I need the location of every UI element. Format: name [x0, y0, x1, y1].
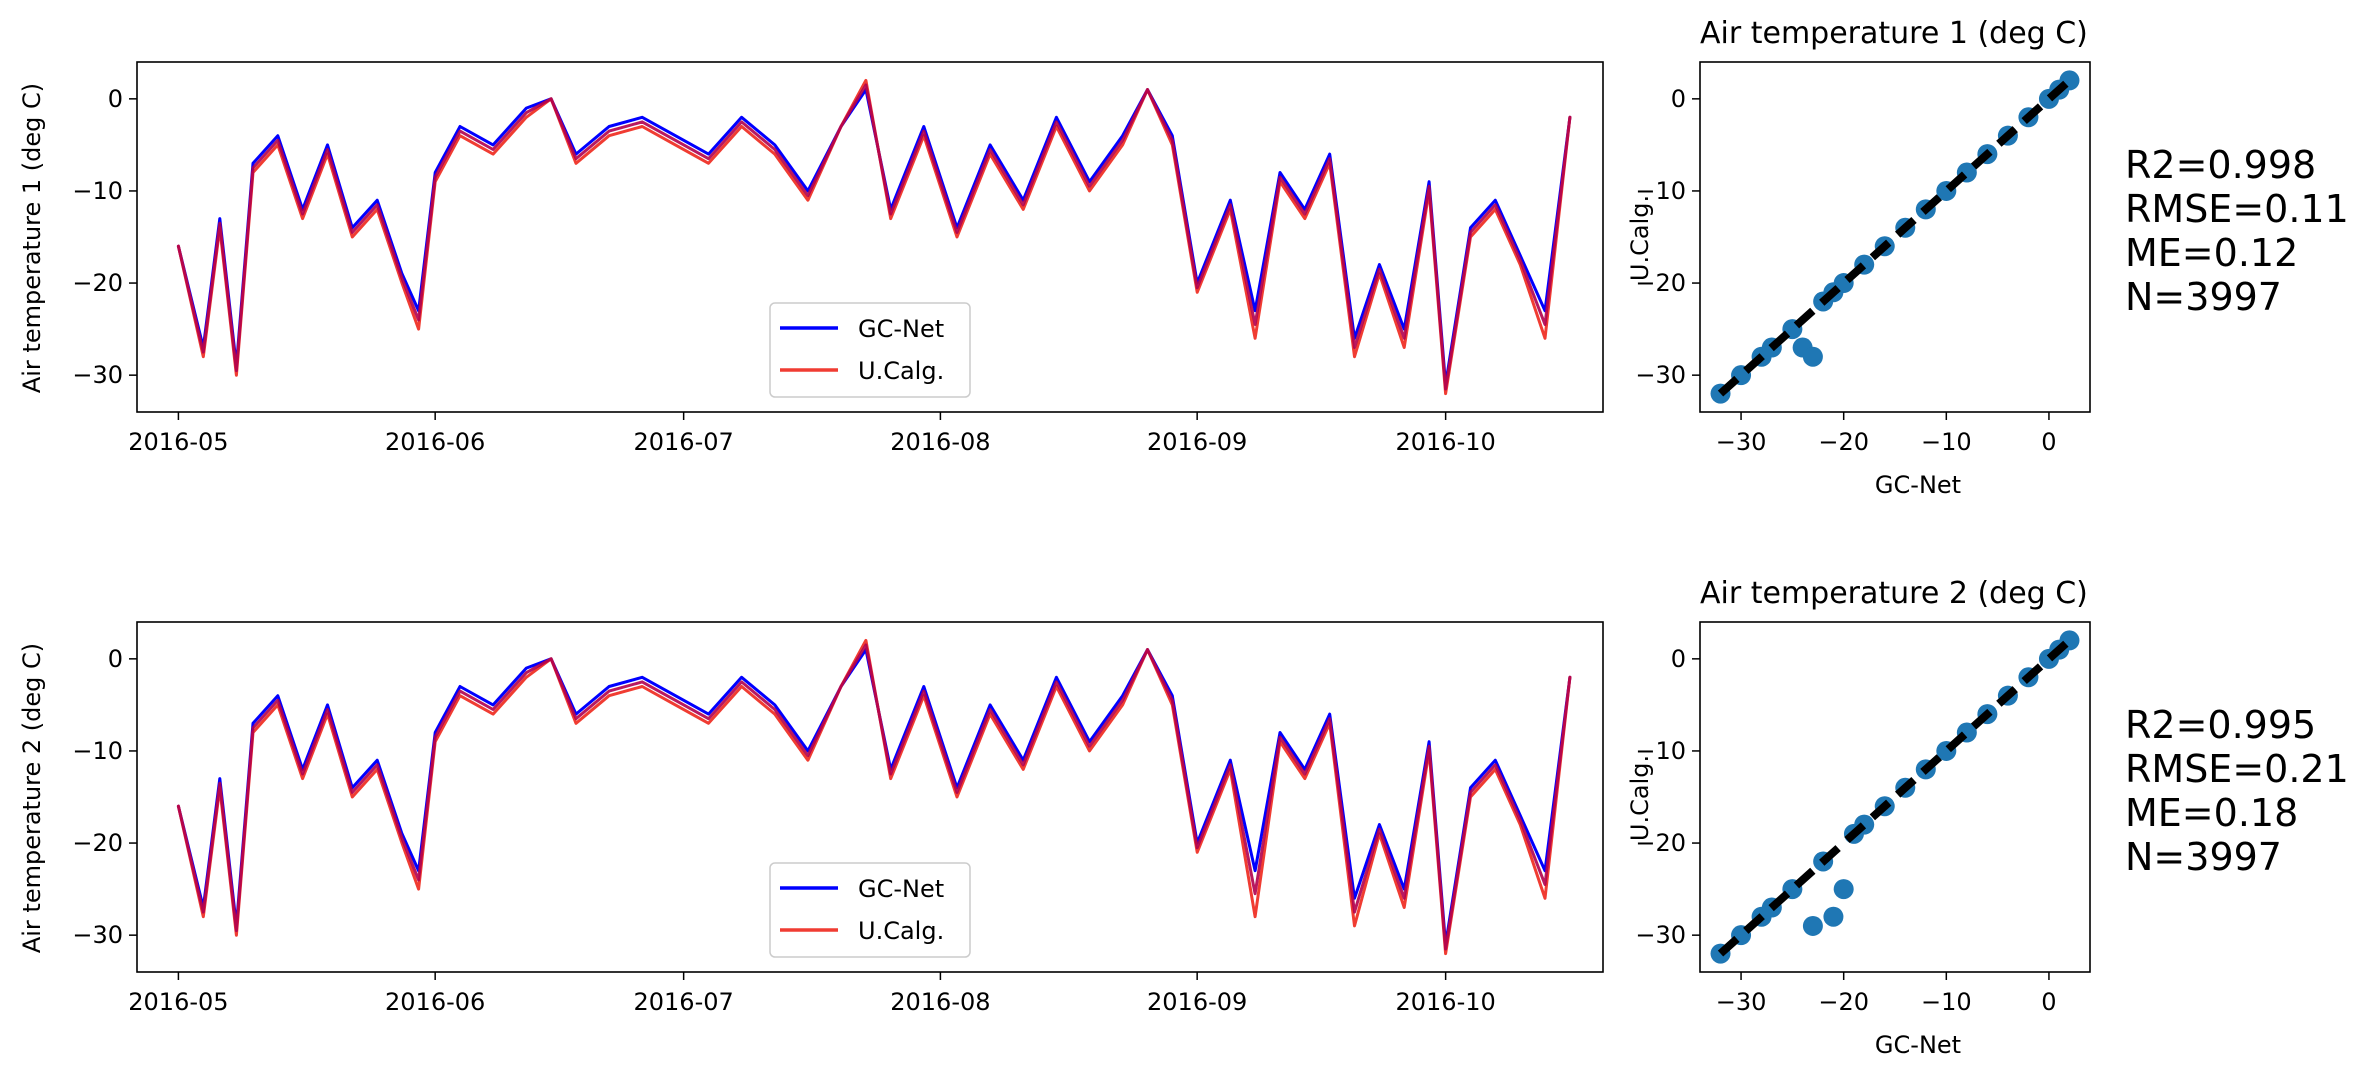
y-tick-label: 0 — [1671, 85, 1686, 113]
x-tick-label: 2016-08 — [890, 428, 990, 456]
x-tick-label: −30 — [1716, 428, 1767, 456]
timeseries-1-frame — [136, 61, 1604, 413]
stat-rmse: RMSE=0.11 — [2125, 187, 2349, 231]
scatter-2-ylabel: U.Calg. — [1626, 755, 1654, 841]
x-tick-label: −20 — [1818, 428, 1869, 456]
timeseries-2-ticks: 0 −10 −20 −30 2016-05 2016-06 2016-07 2016-08 20… — [72, 645, 1495, 1016]
scatter-2-plot-area — [1710, 630, 2080, 964]
x-tick-label: 2016-10 — [1395, 428, 1495, 456]
timeseries-2-ylabel: Air temperature 2 (deg C) — [18, 643, 46, 953]
scatter-1-plot-area — [1710, 70, 2080, 404]
one-to-one-line — [1717, 77, 2073, 397]
stat-r2: R2=0.995 — [2125, 703, 2316, 747]
stat-n: N=3997 — [2125, 275, 2282, 319]
timeseries-1-ticks: 0 −10 −20 −30 2016-05 2016-06 2016-07 2016-08 20… — [72, 85, 1495, 456]
x-tick-label: 2016-06 — [385, 988, 485, 1016]
timeseries-panel-1: Air temperature 1 (deg C) 0 −10 −20 −30 2016… — [18, 61, 1604, 456]
legend-label-ucalg: U.Calg. — [858, 357, 944, 385]
legend-label-ucalg: U.Calg. — [858, 917, 944, 945]
stat-me: ME=0.12 — [2125, 231, 2298, 275]
scatter-2-ticks: 0 −10 −20 −30 −30 −20 −10 0 — [1635, 645, 2056, 1016]
scatter-1-title: Air temperature 1 (deg C) — [1700, 16, 2088, 51]
y-tick-label: −10 — [1635, 177, 1686, 205]
x-tick-label: 2016-08 — [890, 988, 990, 1016]
y-tick-label: −20 — [1635, 269, 1686, 297]
scatter-1-stats: R2=0.998 RMSE=0.11 ME=0.12 N=3997 — [2125, 143, 2349, 319]
y-tick-label: −20 — [1635, 829, 1686, 857]
one-to-one-line — [1717, 637, 2073, 957]
scatter-2-title: Air temperature 2 (deg C) — [1700, 576, 2088, 611]
timeseries-2-frame — [136, 621, 1604, 973]
y-tick-label: 0 — [108, 645, 123, 673]
x-tick-label: 2016-09 — [1147, 428, 1247, 456]
timeseries-1-plot-area — [176, 78, 1572, 396]
x-tick-label: 0 — [2041, 428, 2056, 456]
y-tick-label: −30 — [72, 361, 123, 389]
timeseries-1-ylabel: Air temperature 1 (deg C) — [18, 83, 46, 393]
series-line-ucalg — [176, 638, 1572, 956]
x-tick-label: −20 — [1818, 988, 1869, 1016]
series-line-ucalg — [176, 78, 1572, 396]
scatter-point — [1802, 915, 1823, 936]
x-tick-label: 0 — [2041, 988, 2056, 1016]
x-tick-label: 2016-09 — [1147, 988, 1247, 1016]
y-tick-label: −30 — [72, 921, 123, 949]
y-tick-label: 0 — [108, 85, 123, 113]
y-tick-label: −10 — [1635, 737, 1686, 765]
x-tick-label: −10 — [1921, 988, 1972, 1016]
x-tick-label: 2016-06 — [385, 428, 485, 456]
timeseries-panel-2: Air temperature 2 (deg C) 0 −10 −20 −30 2016… — [18, 621, 1604, 1016]
x-tick-label: 2016-07 — [634, 988, 734, 1016]
scatter-1-ylabel: U.Calg. — [1626, 195, 1654, 281]
x-tick-label: 2016-07 — [634, 428, 734, 456]
scatter-point — [1802, 346, 1823, 367]
timeseries-1-legend: GC-Net U.Calg. — [769, 302, 971, 398]
y-tick-label: 0 — [1671, 645, 1686, 673]
stat-me: ME=0.18 — [2125, 791, 2298, 835]
timeseries-2-plot-area — [176, 638, 1572, 956]
legend-label-gcnet: GC-Net — [858, 315, 944, 343]
stat-r2: R2=0.998 — [2125, 143, 2316, 187]
y-tick-label: −30 — [1635, 921, 1686, 949]
scatter-panel-2: Air temperature 2 (deg C) U.Calg. GC-Net… — [1626, 576, 2349, 1059]
stat-rmse: RMSE=0.21 — [2125, 747, 2349, 791]
scatter-2-frame — [1699, 621, 2091, 973]
x-tick-label: −30 — [1716, 988, 1767, 1016]
scatter-2-xlabel: GC-Net — [1875, 1031, 1961, 1059]
legend-label-gcnet: GC-Net — [858, 875, 944, 903]
y-tick-label: −20 — [72, 829, 123, 857]
scatter-point — [1823, 906, 1844, 927]
y-tick-label: −10 — [72, 737, 123, 765]
stat-n: N=3997 — [2125, 835, 2282, 879]
y-tick-label: −20 — [72, 269, 123, 297]
series-line-overlap — [176, 643, 1572, 951]
scatter-2-stats: R2=0.995 RMSE=0.21 ME=0.18 N=3997 — [2125, 703, 2349, 879]
x-tick-label: 2016-05 — [128, 988, 228, 1016]
x-tick-label: 2016-05 — [128, 428, 228, 456]
y-tick-label: −10 — [72, 177, 123, 205]
scatter-panel-1: Air temperature 1 (deg C) U.Calg. GC-Net… — [1626, 16, 2349, 499]
scatter-1-xlabel: GC-Net — [1875, 471, 1961, 499]
y-tick-label: −30 — [1635, 361, 1686, 389]
scatter-1-frame — [1699, 61, 2091, 413]
scatter-point — [1833, 879, 1854, 900]
x-tick-label: −10 — [1921, 428, 1972, 456]
series-line-overlap — [176, 83, 1572, 391]
timeseries-2-legend: GC-Net U.Calg. — [769, 862, 971, 958]
scatter-1-ticks: 0 −10 −20 −30 −30 −20 −10 0 — [1635, 85, 2056, 456]
x-tick-label: 2016-10 — [1395, 988, 1495, 1016]
